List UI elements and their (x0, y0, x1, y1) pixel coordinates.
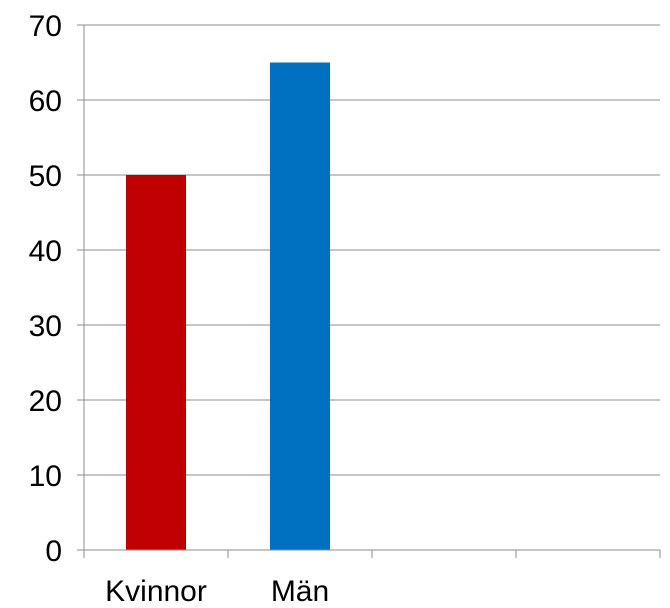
y-tick-label: 40 (29, 235, 62, 268)
y-tick-label: 20 (29, 385, 62, 418)
x-category-label: Kvinnor (105, 575, 207, 608)
y-tick-label: 0 (45, 535, 62, 568)
axes (77, 24, 661, 558)
y-tick-label: 60 (29, 85, 62, 118)
y-tick-label: 30 (29, 310, 62, 343)
y-tick-label: 50 (29, 160, 62, 193)
bar-kvinnor (126, 175, 186, 550)
x-axis-category-labels: Kvinnor Män (105, 575, 329, 608)
y-tick-label: 70 (29, 10, 62, 43)
bar-män (270, 62, 330, 550)
bars (126, 62, 330, 550)
x-category-label: Män (271, 575, 329, 608)
y-axis-tick-labels: 0 10 20 30 40 50 60 70 (29, 10, 62, 568)
y-tick-label: 10 (29, 460, 62, 493)
